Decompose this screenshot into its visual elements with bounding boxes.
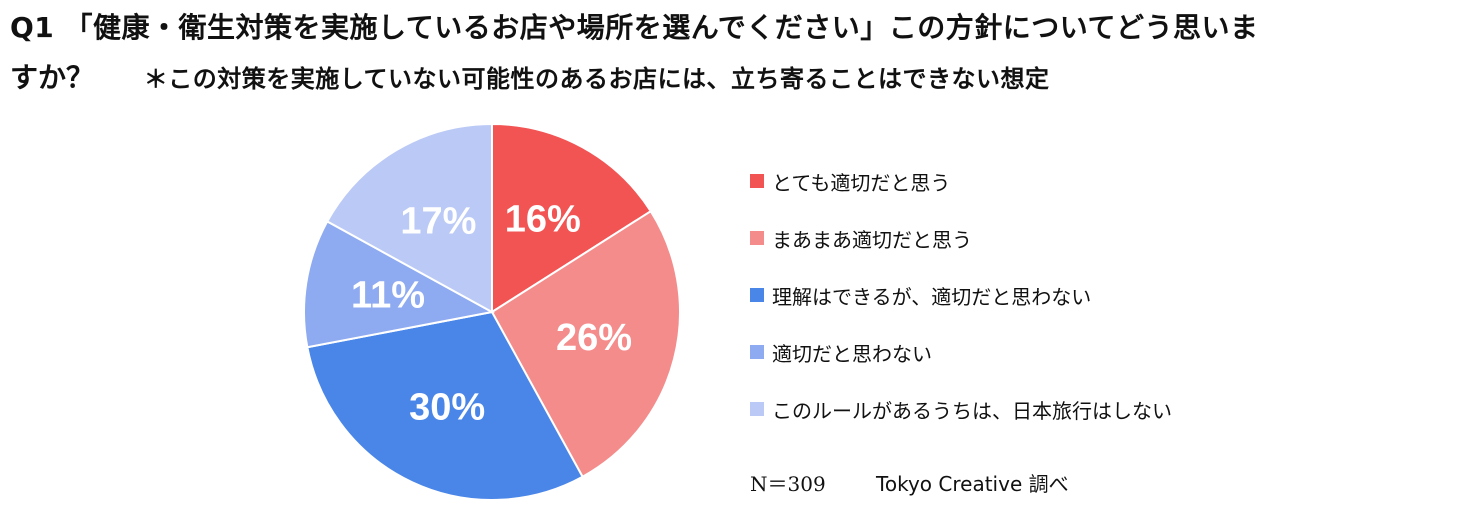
title-line-1: Q1 「健康・衛生対策を実施しているお店や場所を選んでください」この方針について… bbox=[10, 11, 1259, 44]
title-note: ＊この対策を実施していない可能性のあるお店には、立ち寄ることはできない想定 bbox=[143, 65, 1050, 93]
pie-chart: 16% 26% 30% 11% 17% bbox=[303, 122, 681, 501]
chart-title: Q1 「健康・衛生対策を実施しているお店や場所を選んでください」この方針について… bbox=[10, 8, 1470, 99]
legend-label-5: このルールがあるうちは、日本旅行はしない bbox=[772, 398, 1172, 423]
source-credit: Tokyo Creative 調べ bbox=[876, 472, 1069, 496]
slice-label-1: 16% bbox=[505, 199, 581, 241]
slice-label-3: 30% bbox=[409, 386, 485, 428]
legend-swatch-3 bbox=[750, 288, 764, 302]
legend-swatch-1 bbox=[750, 174, 764, 188]
legend-label-2: まあまあ適切だと思う bbox=[772, 227, 972, 252]
legend-label-1: とても適切だと思う bbox=[772, 170, 951, 195]
legend: とても適切だと思う まあまあ適切だと思う理解はできるが、適切だと思わない 適切だと思… bbox=[750, 166, 1172, 451]
legend-swatch-4 bbox=[750, 345, 764, 359]
pie-slice-5 bbox=[325, 122, 493, 314]
pie-slice-1 bbox=[491, 122, 653, 314]
legend-label-4: 適切だと思わない bbox=[772, 341, 932, 366]
legend-item-1: とても適切だと思う bbox=[750, 166, 1172, 196]
title-line-2: すか？ ＊この対策を実施していない可能性のあるお店には、立ち寄ることはできない想… bbox=[10, 58, 1470, 99]
chart-footer: N＝309 Tokyo Creative 調べ bbox=[750, 468, 1069, 497]
title-line-2-text: すか？ bbox=[10, 61, 95, 94]
pie-slice-3 bbox=[306, 310, 584, 501]
pie-slice-2 bbox=[490, 209, 681, 479]
legend-item-3: 理解はできるが、適切だと思わない bbox=[750, 280, 1172, 310]
slice-label-4: 11% bbox=[351, 275, 425, 317]
slice-label-5: 17% bbox=[400, 200, 476, 242]
legend-item-5: このルールがあるうちは、日本旅行はしない bbox=[750, 394, 1172, 424]
legend-swatch-5 bbox=[750, 402, 764, 416]
legend-item-2: まあまあ適切だと思う bbox=[750, 223, 1172, 253]
pie-slice-4 bbox=[303, 220, 495, 349]
sample-size: N＝309 bbox=[750, 472, 826, 496]
legend-swatch-2 bbox=[750, 231, 764, 245]
legend-label-3: 理解はできるが、適切だと思わない bbox=[772, 284, 1092, 309]
legend-item-4: 適切だと思わない bbox=[750, 337, 1172, 367]
slice-label-2: 26% bbox=[556, 317, 632, 359]
